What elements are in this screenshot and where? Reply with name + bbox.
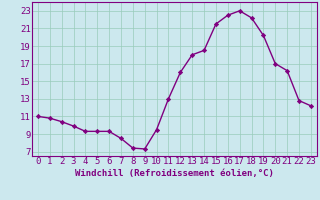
X-axis label: Windchill (Refroidissement éolien,°C): Windchill (Refroidissement éolien,°C) xyxy=(75,169,274,178)
